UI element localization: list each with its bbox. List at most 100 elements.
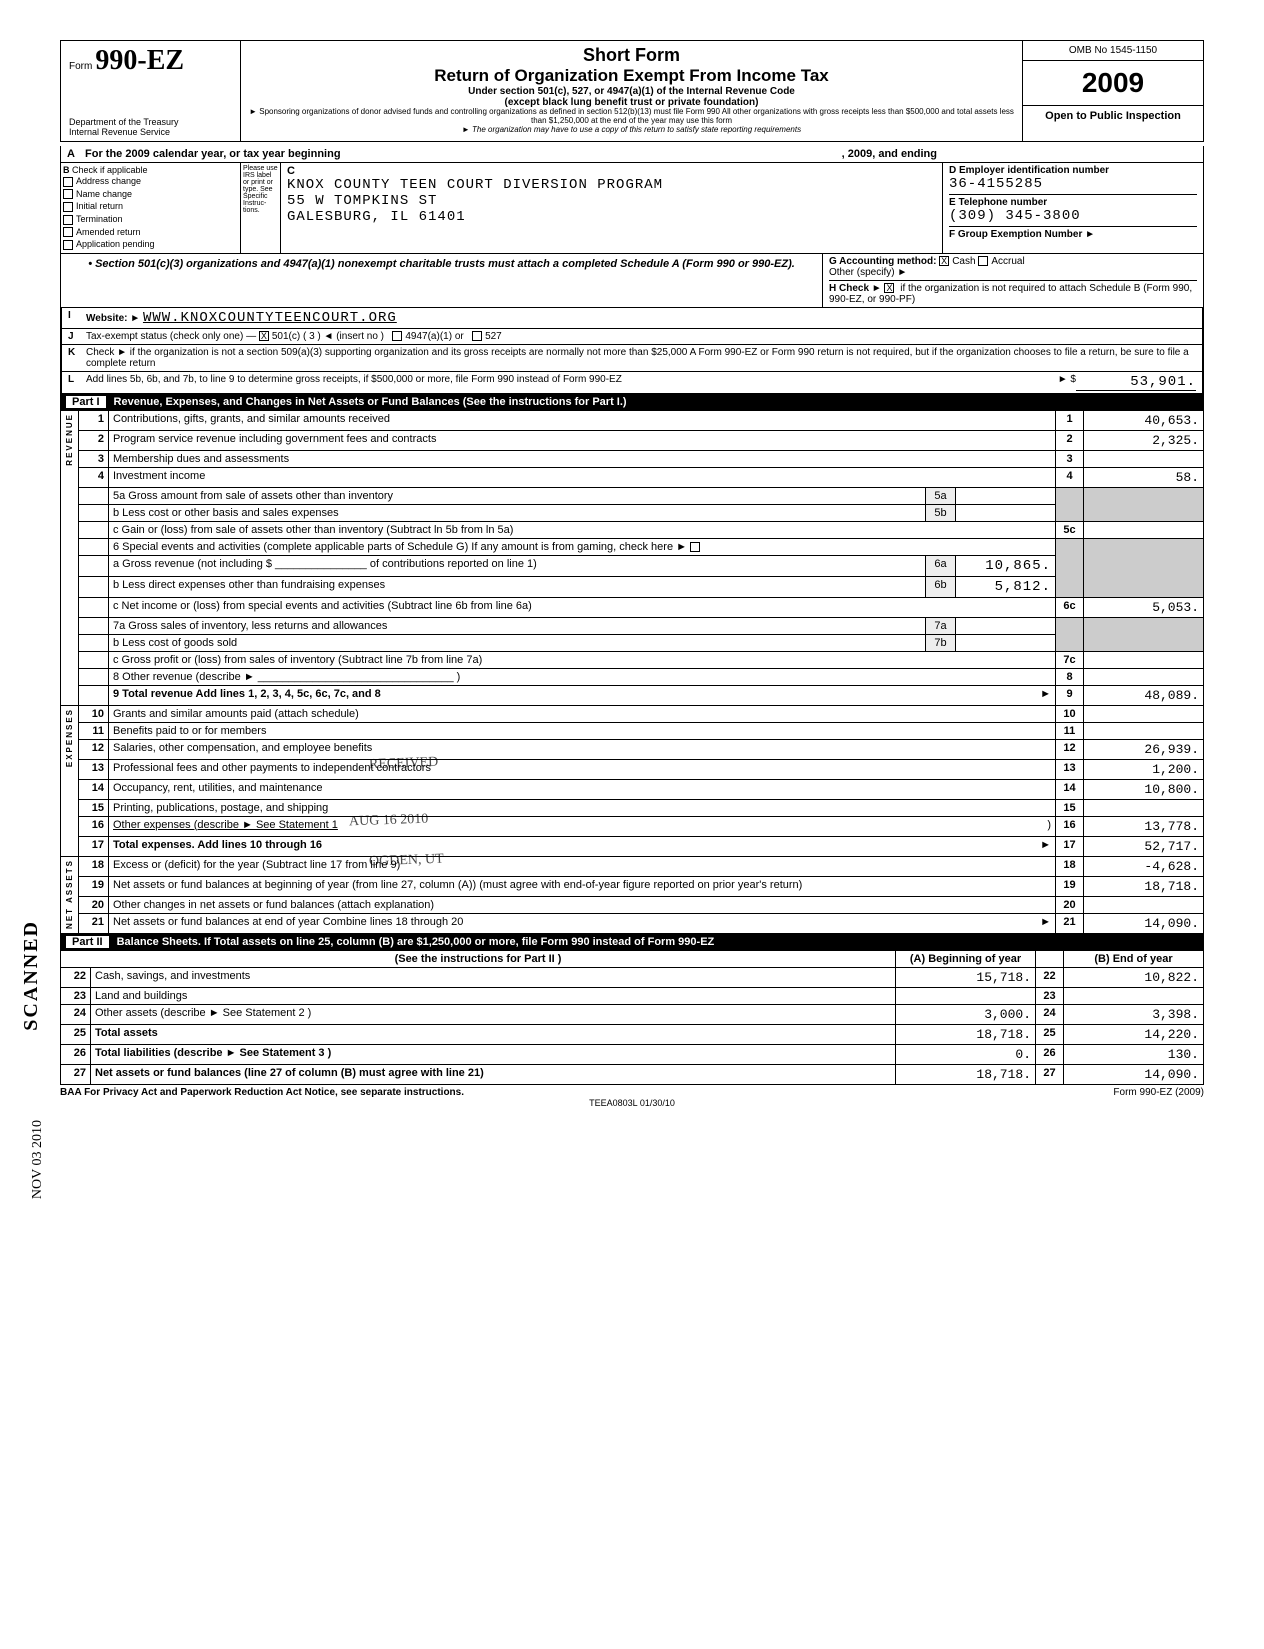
trust-text: • Section 501(c)(3) organizations and 49… [61,254,823,307]
p2-row-box: 23 [1036,987,1064,1004]
p2-row-num: 23 [61,987,91,1004]
p2-row-a: 18,718. [896,1064,1036,1084]
p2-row-box: 27 [1036,1064,1064,1084]
org-info-block: A For the 2009 calendar year, or tax yea… [60,146,1204,254]
p2-row-box: 25 [1036,1024,1064,1044]
org-addr2: GALESBURG, IL 61401 [287,209,936,225]
l-text: Add lines 5b, 6b, and 7b, to line 9 to d… [86,374,1058,391]
part1-label: Part I [66,396,106,408]
p2-row-num: 22 [61,967,91,987]
part2-title: Balance Sheets. If Total assets on line … [117,936,715,948]
subtitle-1: Under section 501(c), 527, or 4947(a)(1)… [249,86,1014,97]
side-date-stamp: NOV 03 2010 [30,1120,46,1199]
e-label: E Telephone number [949,197,1047,208]
header-note-2: ► The organization may have to use a cop… [249,126,1014,135]
j-527: 527 [485,331,502,342]
g-other: Other (specify) ► [829,267,907,278]
part2-label: Part II [66,936,109,948]
k-text: Check ► if the organization is not a sec… [86,347,1196,369]
header-note-1: ► Sponsoring organizations of donor advi… [249,108,1014,126]
c-label: C [287,165,295,177]
p2-row-a [896,987,1036,1004]
part2-table: (See the instructions for Part II ) (A) … [60,950,1204,1085]
part2-header: Part II Balance Sheets. If Total assets … [60,934,1204,950]
short-form-title: Short Form [249,45,1014,66]
p2-row-a: 15,718. [896,967,1036,987]
website-label: Website: ► [86,313,140,324]
stamp-date: AUG 16 2010 [349,811,429,830]
p2-row-a: 0. [896,1044,1036,1064]
form-label: Form [69,61,92,72]
line-a-mid: , 2009, and ending [842,148,937,160]
f-label: F Group Exemption Number [949,229,1082,240]
b-checklist: Address change Name change Initial retur… [63,175,238,251]
l-value: 53,901. [1076,374,1196,391]
b-label: Check if applicable [72,165,148,175]
stamp-ogden: OGDEN, UT [369,851,444,870]
footer-code: TEEA0803L 01/30/10 [60,1098,1204,1108]
h-text: if the organization is not required to a… [829,283,1192,305]
part1-title: Revenue, Expenses, and Changes in Net As… [114,396,627,408]
ein: 36-4155285 [949,176,1043,192]
open-public: Open to Public Inspection [1023,106,1203,126]
p2-row-num: 26 [61,1044,91,1064]
col-a-header: (A) Beginning of year [896,950,1036,967]
org-name: KNOX COUNTY TEEN COURT DIVERSION PROGRAM [287,177,936,193]
footer-baa: BAA For Privacy Act and Paperwork Reduct… [60,1087,464,1098]
footer-form: Form 990-EZ (2009) [1113,1087,1204,1098]
org-addr1: 55 W TOMPKINS ST [287,193,936,209]
g-accrual: Accrual [991,256,1024,267]
trust-row: • Section 501(c)(3) organizations and 49… [60,254,1204,308]
expenses-vert: EXPENSES [65,708,74,767]
p2-row-a: 3,000. [896,1004,1036,1024]
p2-row-num: 25 [61,1024,91,1044]
j-501c: 501(c) ( 3 ) ◄ (insert no ) [272,331,384,342]
p2-row-desc: Other assets (describe ► See Statement 2… [91,1004,896,1024]
form-header: Form 990-EZ Department of the Treasury I… [60,40,1204,142]
p2-row-b: 3,398. [1064,1004,1204,1024]
p2-row-desc: Net assets or fund balances (line 27 of … [91,1064,896,1084]
p2-row-b: 10,822. [1064,967,1204,987]
p2-row-desc: Total assets [91,1024,896,1044]
p2-row-desc: Land and buildings [91,987,896,1004]
p2-row-a: 18,718. [896,1024,1036,1044]
p2-row-box: 26 [1036,1044,1064,1064]
dept-irs: Internal Revenue Service [69,127,232,137]
b-note: Please use IRS label or print or type. S… [241,163,281,253]
omb-number: OMB No 1545-1150 [1023,41,1203,61]
lines-ijkl: I Website: ► WWW.KNOXCOUNTYTEENCOURT.ORG… [60,308,1204,394]
part2-instr: (See the instructions for Part II ) [61,950,896,967]
part1-table: REVENUE 1Contributions, gifts, grants, a… [60,410,1204,934]
tax-year: 2009 [1023,61,1203,106]
j-4947: 4947(a)(1) or [405,331,463,342]
p2-row-desc: Total liabilities (describe ► See Statem… [91,1044,896,1064]
p2-row-box: 22 [1036,967,1064,987]
h-label: H Check ► [829,283,882,294]
p2-row-num: 24 [61,1004,91,1024]
p2-row-box: 24 [1036,1004,1064,1024]
p2-row-b: 130. [1064,1044,1204,1064]
d-label: D Employer identification number [949,165,1109,176]
g-label: G Accounting method: [829,256,936,267]
p2-row-b: 14,090. [1064,1064,1204,1084]
return-title: Return of Organization Exempt From Incom… [249,66,1014,86]
f-arrow: ► [1085,229,1095,240]
j-text: Tax-exempt status (check only one) — [86,331,256,342]
l-arrow: ► $ [1058,374,1076,391]
revenue-vert: REVENUE [65,413,74,466]
scanned-stamp: SCANNED [20,920,43,1031]
col-b-header: (B) End of year [1064,950,1204,967]
part1-header: Part I Revenue, Expenses, and Changes in… [60,394,1204,410]
phone: (309) 345-3800 [949,208,1081,224]
p2-row-desc: Cash, savings, and investments [91,967,896,987]
p2-row-b: 14,220. [1064,1024,1204,1044]
received-stamp: RECEIVED [369,755,439,773]
line-a-text: For the 2009 calendar year, or tax year … [85,148,341,160]
g-cash: Cash [952,256,975,267]
footer: BAA For Privacy Act and Paperwork Reduct… [60,1085,1204,1098]
netassets-vert: NET ASSETS [65,859,74,929]
form-number: 990-EZ [95,45,184,76]
website: WWW.KNOXCOUNTYTEENCOURT.ORG [143,310,397,326]
p2-row-num: 27 [61,1064,91,1084]
dept-treasury: Department of the Treasury [69,117,232,127]
